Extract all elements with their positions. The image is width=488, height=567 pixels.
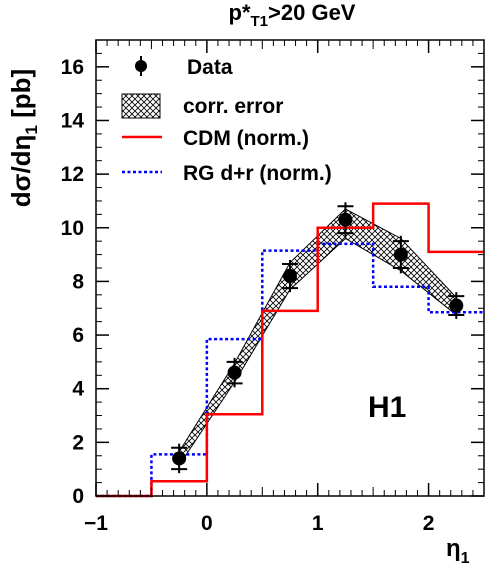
data-point (282, 259, 298, 293)
data-point (392, 235, 409, 274)
experiment-label: H1 (368, 391, 406, 424)
rg-histogram (96, 242, 484, 498)
y-tick-label: 14 (61, 109, 85, 132)
legend-corr-label: corr. error (183, 95, 283, 118)
data-point-marker (393, 247, 408, 262)
y-tick-label: 2 (72, 431, 84, 454)
x-tick-label: 1 (312, 512, 324, 535)
legend-corr-swatch (121, 93, 161, 119)
data-point (171, 443, 188, 474)
y-tick-label: 10 (61, 217, 84, 240)
data-point-marker (338, 212, 353, 227)
data-point-marker (449, 298, 464, 313)
data-point-marker (283, 269, 297, 284)
y-tick-label: 16 (61, 56, 84, 79)
data-point (226, 357, 243, 388)
legend-rg-label: RG d+r (norm.) (183, 162, 332, 185)
plot-area (96, 202, 484, 498)
legend-cdm-label: CDM (norm.) (183, 127, 309, 150)
data-point (448, 292, 465, 319)
x-tick-label: −1 (84, 512, 108, 535)
legend: Data corr. error CDM (norm.) RG d+r (nor… (121, 56, 332, 185)
x-tick-label: 2 (423, 512, 435, 535)
y-axis-label: dσ/dη1 [pb] (6, 69, 41, 207)
y-tick-label: 6 (72, 324, 84, 347)
data-point-marker (172, 451, 187, 466)
legend-data-marker (135, 56, 147, 76)
chart-title: p*T1>20 GeV (229, 0, 356, 30)
y-tick-label: 12 (61, 163, 84, 186)
y-tick-label: 4 (72, 378, 84, 401)
y-tick-label: 8 (72, 270, 84, 293)
data-point-marker (227, 365, 242, 380)
y-tick-label: 0 (72, 485, 84, 508)
cdm-histogram (96, 202, 484, 498)
data-point (337, 202, 354, 238)
legend-data-label: Data (187, 56, 233, 79)
x-axis-label: η1 (446, 535, 470, 567)
x-tick-label: 0 (201, 512, 213, 535)
